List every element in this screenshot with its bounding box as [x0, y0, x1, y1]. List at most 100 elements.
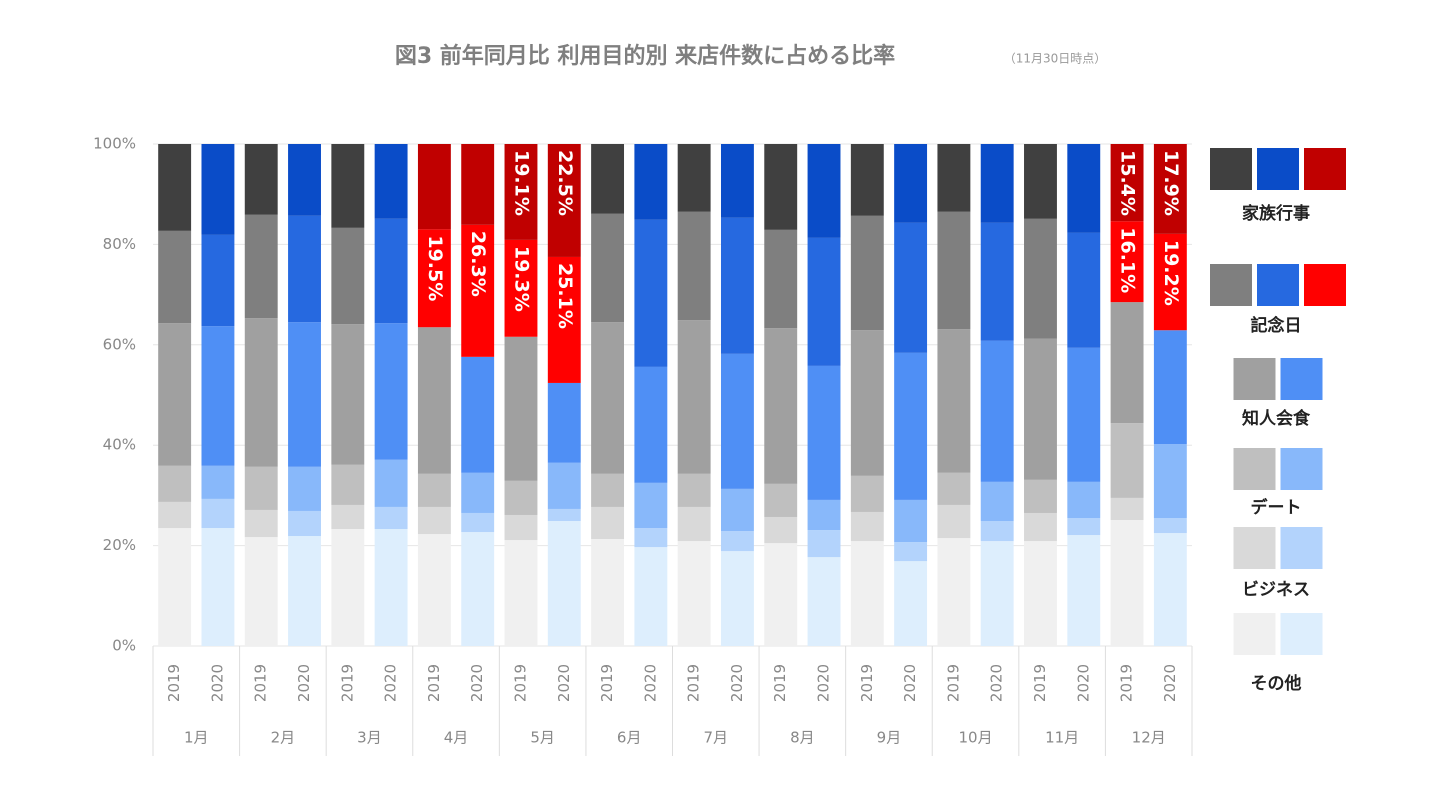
bar-segment: [1110, 144, 1144, 222]
bar-segment: [1067, 347, 1101, 482]
month-label: 5月: [530, 729, 555, 747]
bar-segment: [850, 144, 884, 216]
x-tick-label: 2020: [555, 664, 573, 702]
bar-segment: [417, 473, 451, 507]
bar-segment: [850, 475, 884, 512]
x-tick-label: 2020: [382, 664, 400, 702]
x-tick-label: 2020: [468, 664, 486, 702]
bar-segment: [417, 506, 451, 535]
bar-segment: [288, 510, 321, 537]
bar-segment: [937, 504, 971, 539]
bar-segment: [937, 211, 971, 330]
value-label: 25.1%: [554, 263, 576, 329]
bar-segment: [417, 229, 451, 328]
bar-segment: [1024, 338, 1057, 480]
bar-segment: [158, 465, 192, 502]
bar-segment: [807, 144, 841, 238]
value-label: 19.3%: [510, 246, 532, 312]
bar-segment: [764, 229, 798, 329]
x-tick-label: 2019: [1118, 664, 1136, 702]
bar-segment: [331, 504, 365, 530]
bar-segment: [634, 219, 668, 367]
bar-segment: [720, 353, 754, 489]
bar-segment: [634, 547, 668, 646]
bar-segment: [937, 144, 971, 212]
x-tick-label: 2019: [771, 664, 789, 702]
x-tick-label: 2019: [338, 664, 356, 702]
bar-segment: [937, 538, 971, 646]
bar-segment: [1153, 444, 1187, 518]
bar-segment: [894, 499, 928, 543]
bar-segment: [1067, 517, 1101, 536]
bar-segment: [374, 323, 408, 460]
bar-segment: [417, 534, 451, 646]
bar-segment: [288, 466, 321, 511]
bar-segment: [634, 528, 668, 548]
bar-segment: [980, 144, 1014, 223]
bar-segment: [850, 511, 884, 542]
bar-segment: [980, 521, 1014, 542]
bar-segment: [720, 531, 754, 552]
bar-segment: [288, 536, 321, 646]
y-tick-label: 40%: [103, 436, 136, 454]
bar-segment: [677, 541, 711, 646]
legend-swatch: [1280, 358, 1323, 400]
legend-label: その他: [1251, 673, 1302, 694]
bar-segment: [1110, 221, 1144, 303]
bar-segment: [807, 499, 841, 531]
bar-segment: [937, 472, 971, 505]
bar-segment: [461, 472, 495, 513]
bar-segment: [850, 215, 884, 331]
x-tick-label: 2020: [1161, 664, 1179, 702]
x-tick-label: 2020: [295, 664, 313, 702]
bar-segment: [1024, 512, 1057, 542]
legend-swatch: [1280, 527, 1323, 569]
bar-segment: [677, 506, 711, 542]
bar-segment: [807, 530, 841, 558]
bar-segment: [504, 480, 538, 515]
bar-segment: [158, 528, 192, 646]
bar-segment: [720, 144, 754, 218]
legend-label: 家族行事: [1242, 203, 1310, 224]
bar-segment: [201, 144, 235, 235]
y-tick-label: 20%: [103, 536, 136, 554]
value-label: 16.1%: [1117, 227, 1139, 293]
bar-segment: [244, 537, 278, 646]
bar-segment: [591, 539, 625, 646]
bar-segment: [850, 330, 884, 476]
bar-segment: [591, 506, 625, 540]
bar-segment: [720, 488, 754, 532]
x-tick-label: 2019: [165, 664, 183, 702]
bar-segment: [1067, 232, 1101, 348]
bar-segment: [331, 144, 365, 228]
bar-segment: [677, 320, 711, 474]
bar-segment: [201, 465, 235, 499]
bar-segment: [461, 356, 495, 473]
bar-segment: [850, 541, 884, 646]
legend-swatch: [1233, 613, 1276, 655]
bar-segment: [677, 211, 711, 321]
month-label: 7月: [704, 729, 729, 747]
bar-segment: [980, 222, 1014, 341]
bar-segment: [1153, 517, 1187, 534]
bar-segment: [201, 326, 235, 466]
legend-swatch: [1210, 264, 1252, 306]
month-label: 6月: [617, 729, 642, 747]
bar-segment: [894, 144, 928, 223]
bar-segment: [158, 501, 192, 529]
bar-segment: [894, 222, 928, 353]
bar-segment: [417, 327, 451, 474]
y-tick-label: 80%: [103, 235, 136, 253]
bar-segment: [1153, 533, 1187, 646]
legend-swatch: [1304, 148, 1346, 190]
month-label: 11月: [1045, 729, 1079, 747]
bar-segment: [288, 322, 321, 467]
y-tick-label: 100%: [93, 135, 136, 153]
x-tick-label: 2019: [252, 664, 270, 702]
x-tick-label: 2020: [728, 664, 746, 702]
bar-segment: [374, 506, 408, 530]
x-tick-label: 2019: [511, 664, 529, 702]
bar-segment: [894, 561, 928, 646]
legend-label: 記念日: [1251, 315, 1302, 336]
bar-segment: [720, 217, 754, 354]
